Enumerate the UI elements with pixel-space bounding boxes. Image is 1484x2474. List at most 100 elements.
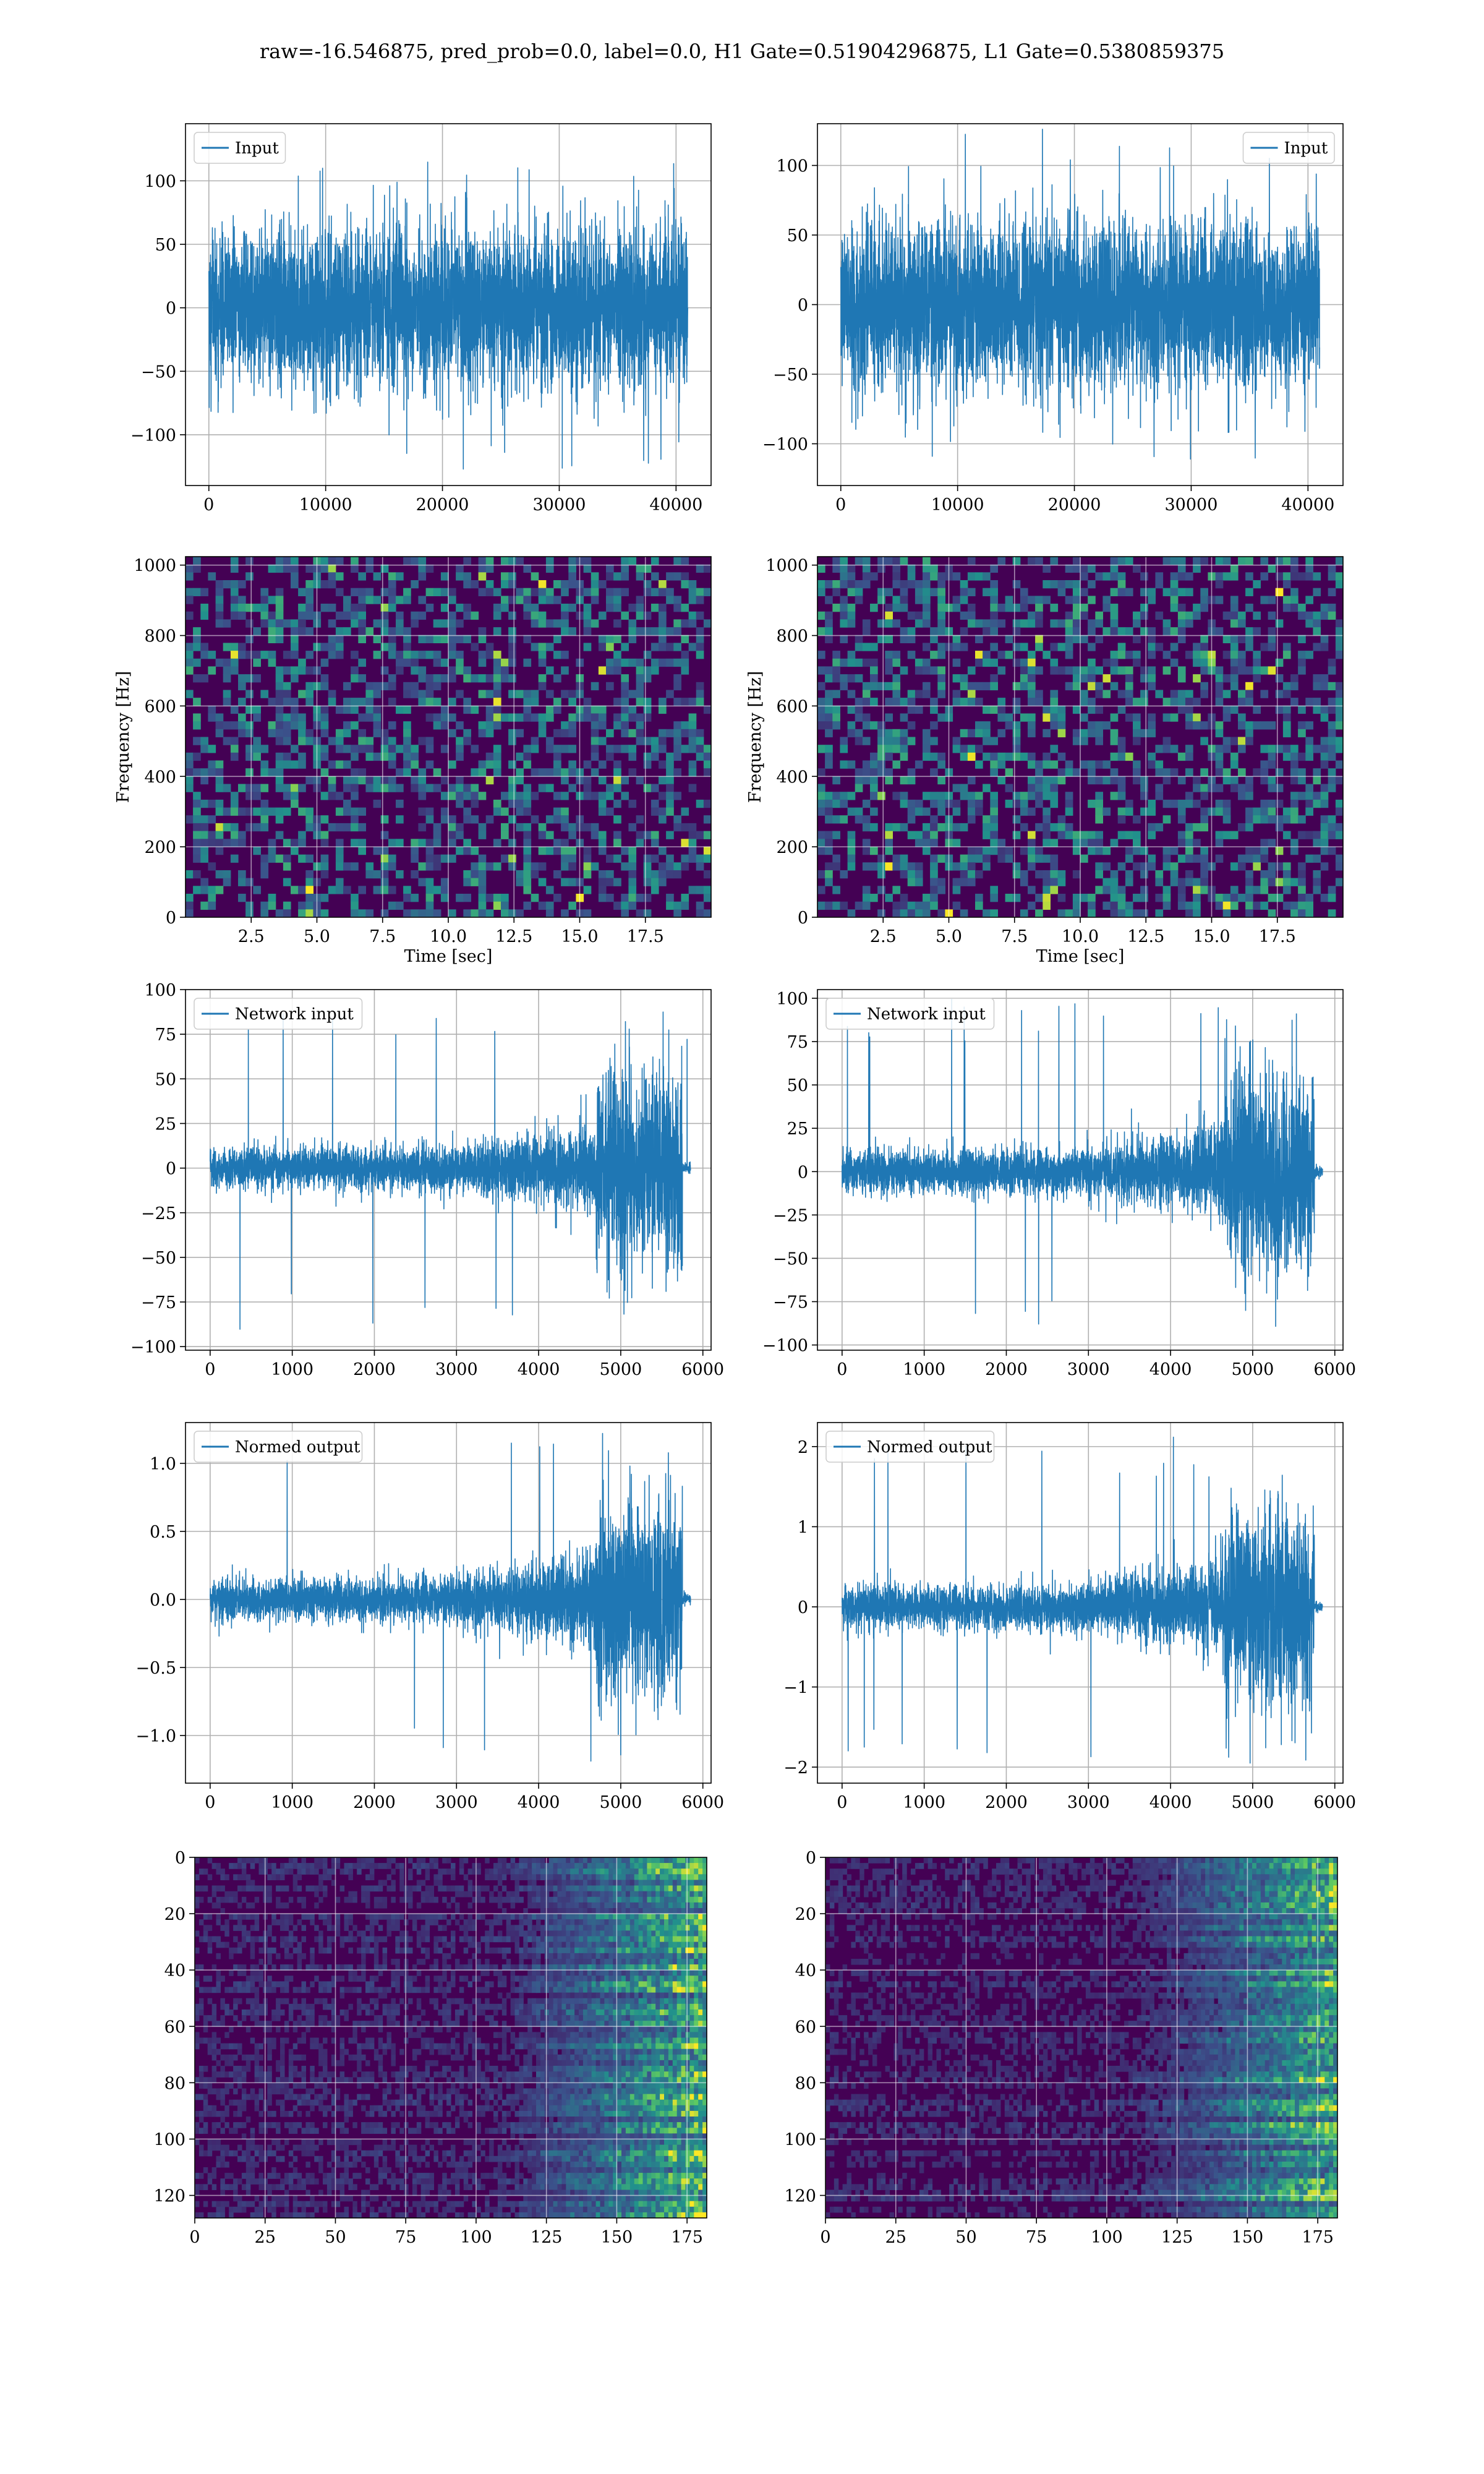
heatmap-cell (915, 690, 923, 698)
heatmap-cell (403, 557, 411, 565)
heatmap-cell (540, 1896, 545, 1903)
heatmap-cell (1282, 862, 1291, 871)
heatmap-cell (440, 894, 449, 902)
heatmap-cell (463, 878, 471, 886)
heatmap-cell (1215, 572, 1224, 581)
heatmap-cell (245, 878, 254, 886)
heatmap-cell (606, 870, 614, 879)
heatmap-cell (298, 666, 306, 675)
heatmap-cell (1110, 878, 1119, 886)
heatmap-cell (335, 1914, 341, 1920)
heatmap-cell (326, 1936, 332, 1943)
heatmap-cell (892, 698, 901, 706)
heatmap-cell (403, 588, 411, 596)
heatmap-cell (885, 557, 893, 565)
heatmap-cell (268, 564, 276, 573)
heatmap-cell (1335, 713, 1343, 722)
heatmap-cell (557, 1896, 562, 1903)
heatmap-cell (1290, 674, 1298, 683)
heatmap-cell (433, 909, 441, 917)
heatmap-cell (583, 619, 592, 628)
heatmap-cell (1222, 572, 1231, 581)
heatmap-cell (380, 862, 389, 871)
heatmap-cell (253, 792, 261, 800)
heatmap-cell (292, 1936, 298, 1943)
heatmap-cell (200, 745, 208, 753)
heatmap-cell (1133, 815, 1141, 824)
heatmap-cell (215, 760, 224, 769)
heatmap-cell (411, 619, 419, 628)
plot-area (817, 990, 1343, 1350)
heatmap-cell (298, 619, 306, 628)
heatmap-cell (561, 909, 569, 917)
heatmap-cell (237, 1947, 242, 1954)
heatmap-cell (595, 1953, 601, 1959)
heatmap-cell (1185, 854, 1193, 863)
heatmap-cell (1133, 846, 1141, 855)
heatmap-cell (1230, 604, 1239, 612)
heatmap-cell (241, 1914, 247, 1920)
heatmap-cell (885, 745, 893, 753)
heatmap-cell (832, 713, 840, 722)
heatmap-cell (990, 886, 998, 894)
heatmap-cell (1260, 572, 1269, 581)
heatmap-cell (915, 862, 923, 871)
heatmap-cell (1102, 878, 1111, 886)
heatmap-cell (310, 1914, 315, 1920)
heatmap-cell (253, 784, 261, 792)
heatmap-cell (493, 674, 501, 683)
y-tick-label: 0.5 (150, 1523, 176, 1542)
heatmap-cell (568, 760, 576, 769)
heatmap-cell (600, 1908, 605, 1914)
heatmap-cell (1148, 752, 1156, 761)
heatmap-cell (388, 839, 396, 847)
heatmap-cell (930, 831, 938, 839)
heatmap-cell (1177, 588, 1186, 596)
heatmap-cell (561, 619, 569, 628)
heatmap-cell (613, 651, 621, 659)
heatmap-cell (545, 557, 554, 565)
heatmap-cell (326, 1941, 332, 1948)
subplot-6: 0 1000 2000 3000 4000 5000 6000−100−75−50−2502… (762, 989, 1356, 1379)
heatmap-cell (223, 823, 231, 832)
heatmap-cell (650, 745, 659, 753)
heatmap-cell (283, 878, 291, 886)
heatmap-cell (1057, 580, 1066, 589)
heatmap-cell (967, 745, 976, 753)
heatmap-cell (276, 1874, 281, 1880)
heatmap-cell (673, 737, 681, 745)
heatmap-cell (870, 674, 878, 683)
heatmap-cell (579, 1857, 584, 1864)
heatmap-cell (862, 698, 871, 706)
axes-frame (185, 123, 712, 486)
heatmap-cell (280, 1863, 285, 1869)
heatmap-cell (288, 1857, 294, 1864)
heatmap-cell (523, 1885, 528, 1892)
heatmap-cell (613, 745, 621, 753)
heatmap-cell (621, 776, 629, 785)
heatmap-cell (433, 588, 441, 596)
heatmap-cell (523, 1964, 528, 1971)
heatmap-cell (276, 1868, 281, 1875)
heatmap-cell (553, 1959, 558, 1965)
heatmap-cell (1238, 698, 1246, 706)
heatmap-cell (276, 1885, 281, 1892)
heatmap-cell (1177, 619, 1186, 628)
heatmap-cell (832, 666, 840, 675)
heatmap-cell (1313, 878, 1321, 886)
heatmap-cell (1222, 690, 1231, 698)
heatmap-cell (587, 1874, 592, 1880)
heatmap-cell (1238, 690, 1246, 698)
heatmap-cell (668, 1896, 673, 1903)
heatmap-cell (459, 1891, 464, 1898)
heatmap-cell (629, 1925, 635, 1931)
heatmap-cell (501, 1857, 507, 1864)
heatmap-cell (471, 846, 479, 855)
heatmap-cell (493, 1947, 498, 1954)
heatmap-cell (451, 1896, 456, 1903)
heatmap-cell (621, 909, 629, 917)
heatmap-cell (907, 909, 916, 917)
heatmap-cell (604, 1891, 609, 1898)
heatmap-cell (930, 564, 938, 573)
heatmap-cell (990, 760, 998, 769)
